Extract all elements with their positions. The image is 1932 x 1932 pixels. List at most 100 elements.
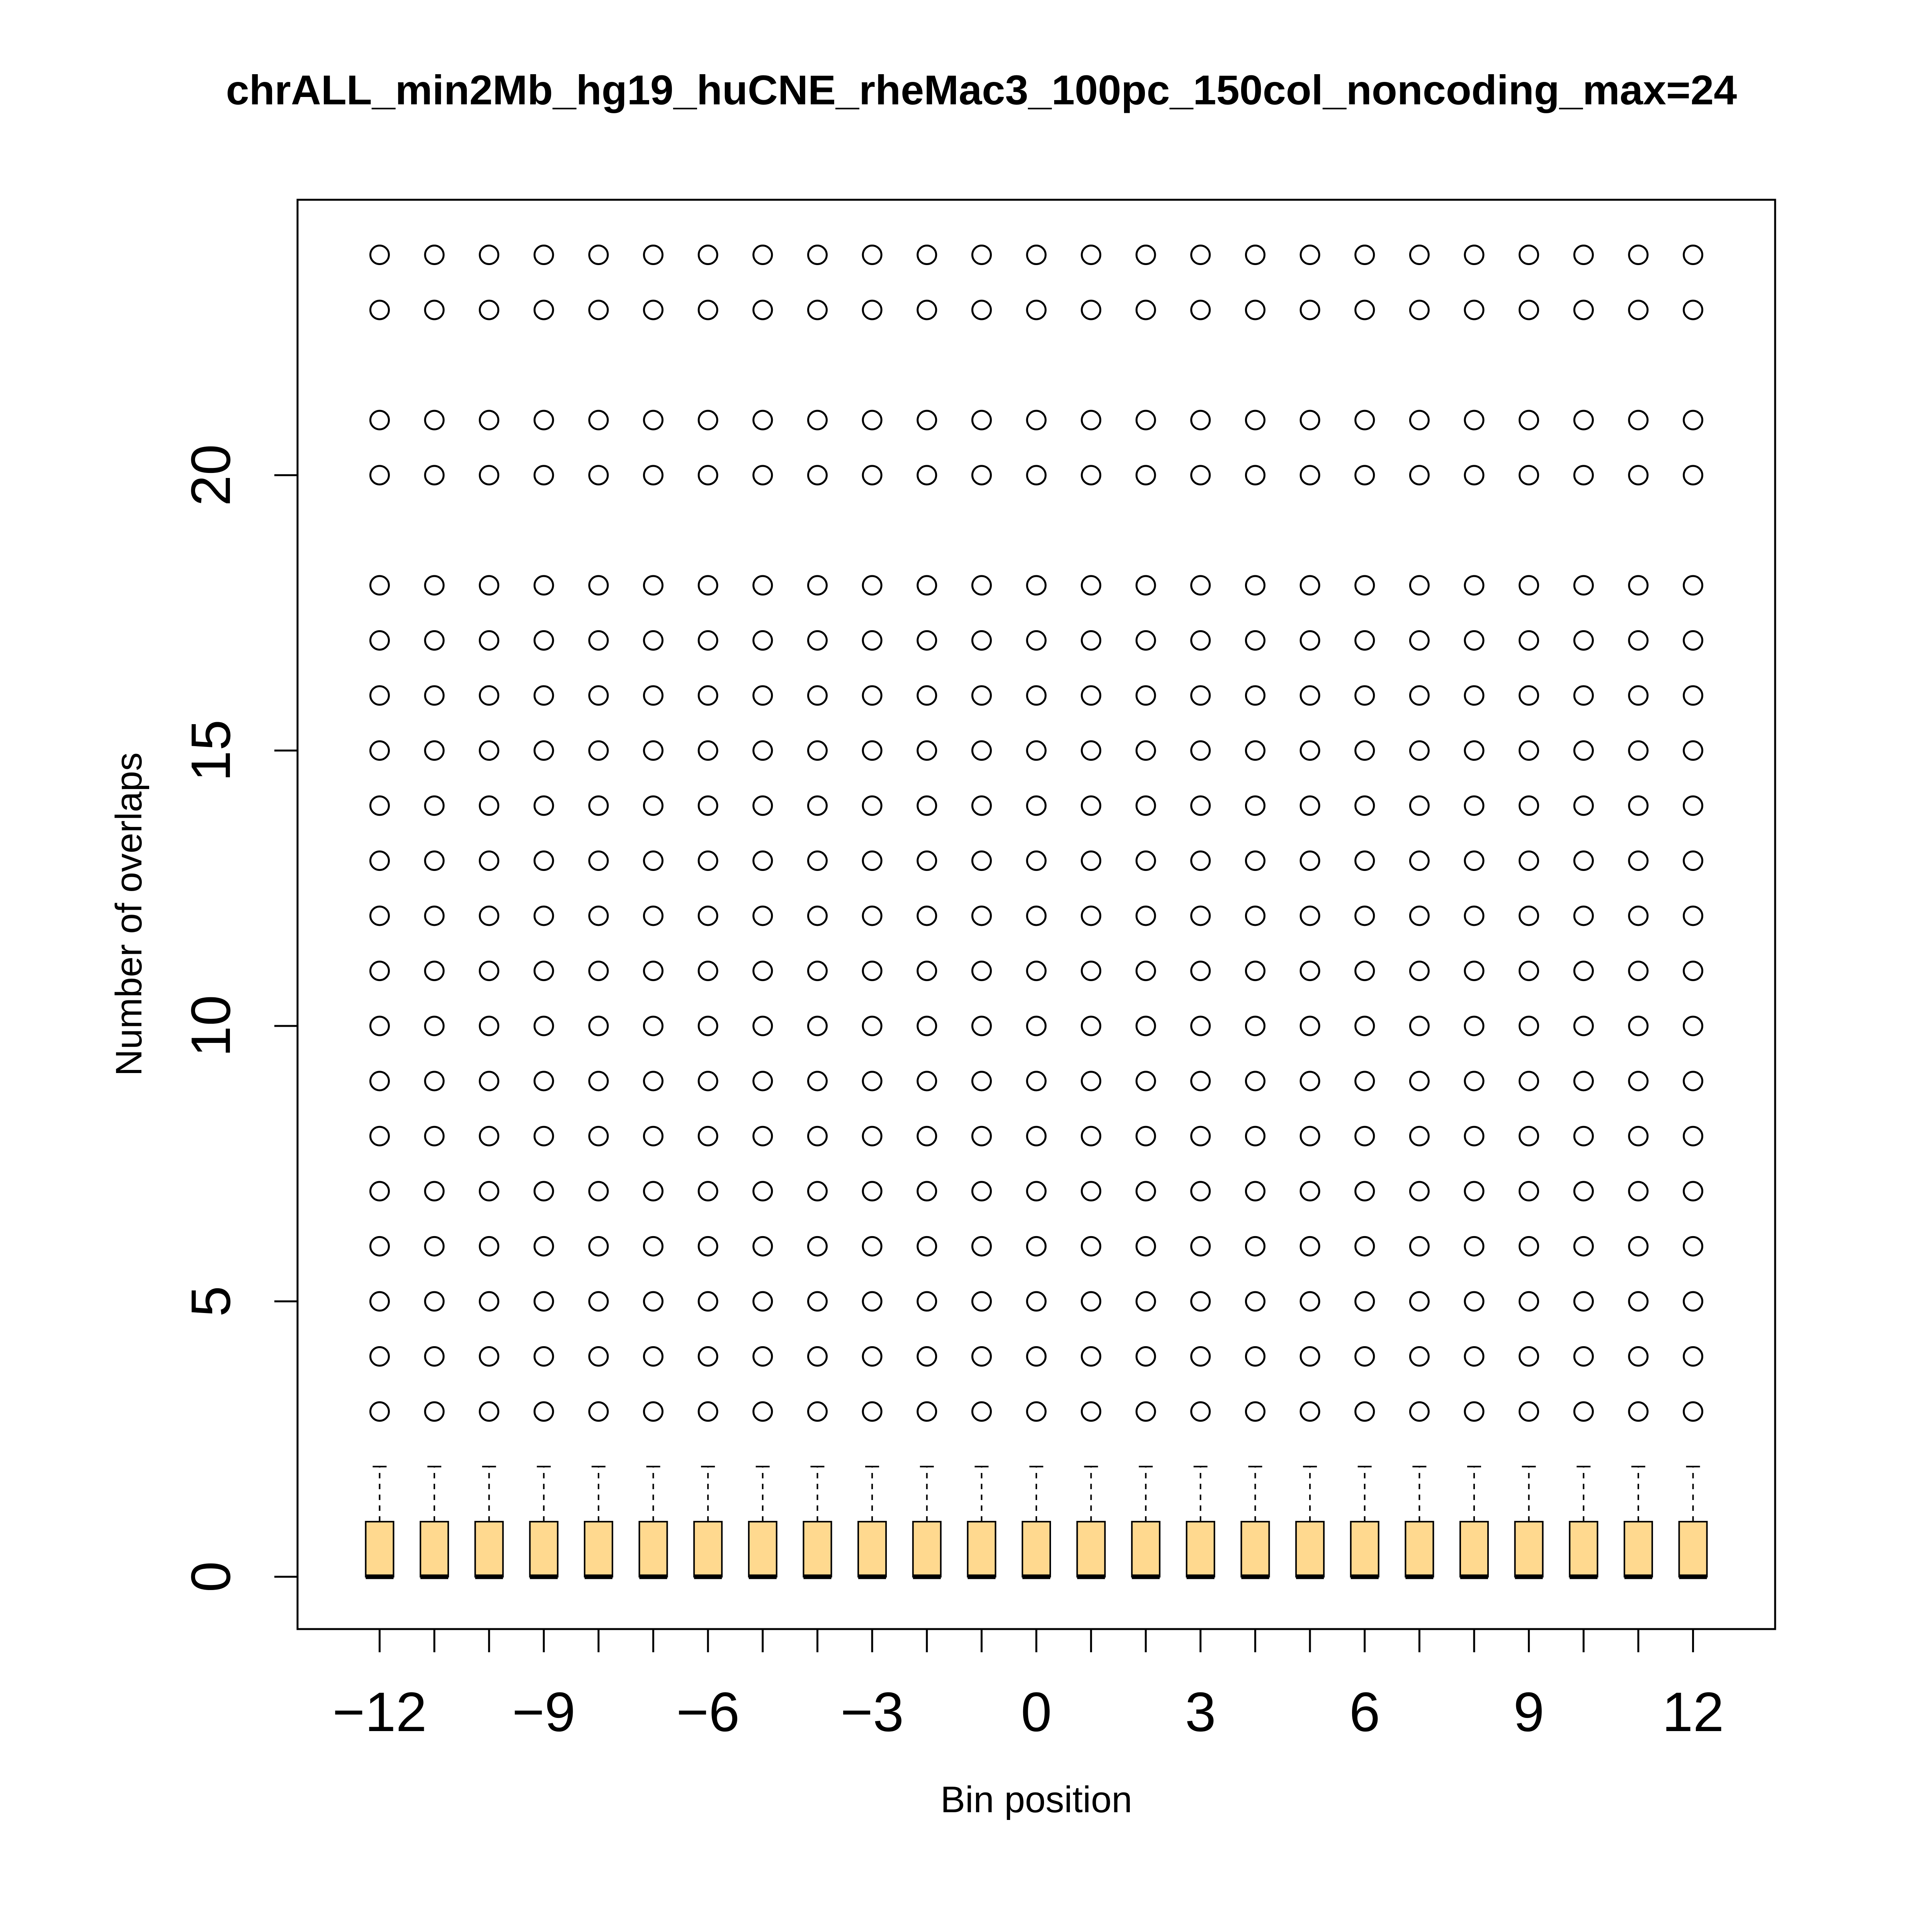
outlier-point xyxy=(1135,1181,1156,1202)
outlier-point xyxy=(862,685,883,706)
outlier-point xyxy=(1135,961,1156,981)
outlier-point xyxy=(1573,905,1594,926)
outlier-point xyxy=(1628,1071,1649,1092)
box xyxy=(1022,1521,1051,1578)
outlier-point xyxy=(1190,1126,1211,1146)
outlier-point xyxy=(424,630,445,651)
outlier-point xyxy=(424,245,445,265)
outlier-point xyxy=(1190,685,1211,706)
outlier-point xyxy=(588,245,609,265)
outlier-point xyxy=(1081,1181,1102,1202)
outlier-point xyxy=(1354,1181,1375,1202)
outlier-point xyxy=(643,299,664,320)
outlier-point xyxy=(643,1401,664,1422)
outlier-point xyxy=(1519,299,1539,320)
outlier-point xyxy=(533,1291,554,1312)
outlier-point xyxy=(1409,1236,1430,1257)
outlier-point xyxy=(1190,1015,1211,1036)
outlier-point xyxy=(752,961,773,981)
outlier-point xyxy=(1026,740,1047,761)
outlier-point xyxy=(752,410,773,430)
box-group xyxy=(748,245,777,1579)
outlier-point xyxy=(588,1236,609,1257)
outlier-point xyxy=(1190,905,1211,926)
outlier-point xyxy=(1245,575,1266,596)
outlier-point xyxy=(752,1015,773,1036)
outlier-point xyxy=(479,1346,500,1367)
outlier-point xyxy=(643,961,664,981)
box xyxy=(529,1521,559,1578)
outlier-point xyxy=(424,575,445,596)
outlier-point xyxy=(479,299,500,320)
outlier-point xyxy=(1409,1071,1430,1092)
outlier-point xyxy=(1409,740,1430,761)
outlier-point xyxy=(1683,1291,1704,1312)
outlier-point xyxy=(862,1346,883,1367)
outlier-point xyxy=(369,685,390,706)
outlier-point xyxy=(533,795,554,816)
outlier-point xyxy=(588,465,609,486)
outlier-point xyxy=(917,410,937,430)
outlier-point xyxy=(479,1291,500,1312)
outlier-point xyxy=(807,795,828,816)
outlier-point xyxy=(533,740,554,761)
outlier-point xyxy=(752,299,773,320)
outlier-point xyxy=(1354,630,1375,651)
box-group xyxy=(1569,245,1599,1579)
outlier-point xyxy=(1683,850,1704,871)
outlier-point xyxy=(1464,961,1485,981)
outlier-point xyxy=(424,905,445,926)
outlier-point xyxy=(1026,1181,1047,1202)
outlier-point xyxy=(697,740,718,761)
outlier-point xyxy=(1628,795,1649,816)
y-axis-title: Number of overlaps xyxy=(108,752,150,1076)
outlier-point xyxy=(1628,465,1649,486)
outlier-point xyxy=(752,465,773,486)
x-tick-label: −9 xyxy=(512,1681,575,1743)
outlier-point xyxy=(588,1071,609,1092)
outlier-point xyxy=(1464,1181,1485,1202)
outlier-point xyxy=(697,245,718,265)
outlier-point xyxy=(1190,630,1211,651)
outlier-point xyxy=(1409,1401,1430,1422)
outlier-point xyxy=(1519,575,1539,596)
outlier-point xyxy=(807,961,828,981)
box xyxy=(693,1521,723,1578)
outlier-point xyxy=(807,299,828,320)
outlier-point xyxy=(1026,575,1047,596)
outlier-point xyxy=(1245,1181,1266,1202)
outlier-point xyxy=(1299,961,1320,981)
outlier-point xyxy=(1299,795,1320,816)
box-group xyxy=(1185,245,1215,1579)
outlier-point xyxy=(1299,575,1320,596)
box-group xyxy=(857,245,887,1579)
outlier-point xyxy=(1519,245,1539,265)
outlier-point xyxy=(971,1291,992,1312)
outlier-point xyxy=(1081,1071,1102,1092)
box-group xyxy=(1295,245,1325,1579)
outlier-point xyxy=(971,740,992,761)
outlier-point xyxy=(1573,299,1594,320)
outlier-point xyxy=(697,1401,718,1422)
outlier-point xyxy=(479,630,500,651)
outlier-point xyxy=(807,685,828,706)
outlier-point xyxy=(1026,299,1047,320)
outlier-point xyxy=(752,850,773,871)
outlier-point xyxy=(424,1015,445,1036)
outlier-point xyxy=(862,905,883,926)
outlier-point xyxy=(752,1236,773,1257)
outlier-point xyxy=(1354,1015,1375,1036)
outlier-point xyxy=(1354,1291,1375,1312)
outlier-point xyxy=(1190,1401,1211,1422)
outlier-point xyxy=(917,630,937,651)
outlier-point xyxy=(1026,685,1047,706)
outlier-point xyxy=(917,1346,937,1367)
outlier-point xyxy=(1026,1346,1047,1367)
outlier-point xyxy=(1026,1126,1047,1146)
outlier-point xyxy=(1354,575,1375,596)
outlier-point xyxy=(479,740,500,761)
outlier-point xyxy=(1409,1126,1430,1146)
outlier-point xyxy=(1299,1236,1320,1257)
outlier-point xyxy=(1135,795,1156,816)
outlier-point xyxy=(1245,299,1266,320)
